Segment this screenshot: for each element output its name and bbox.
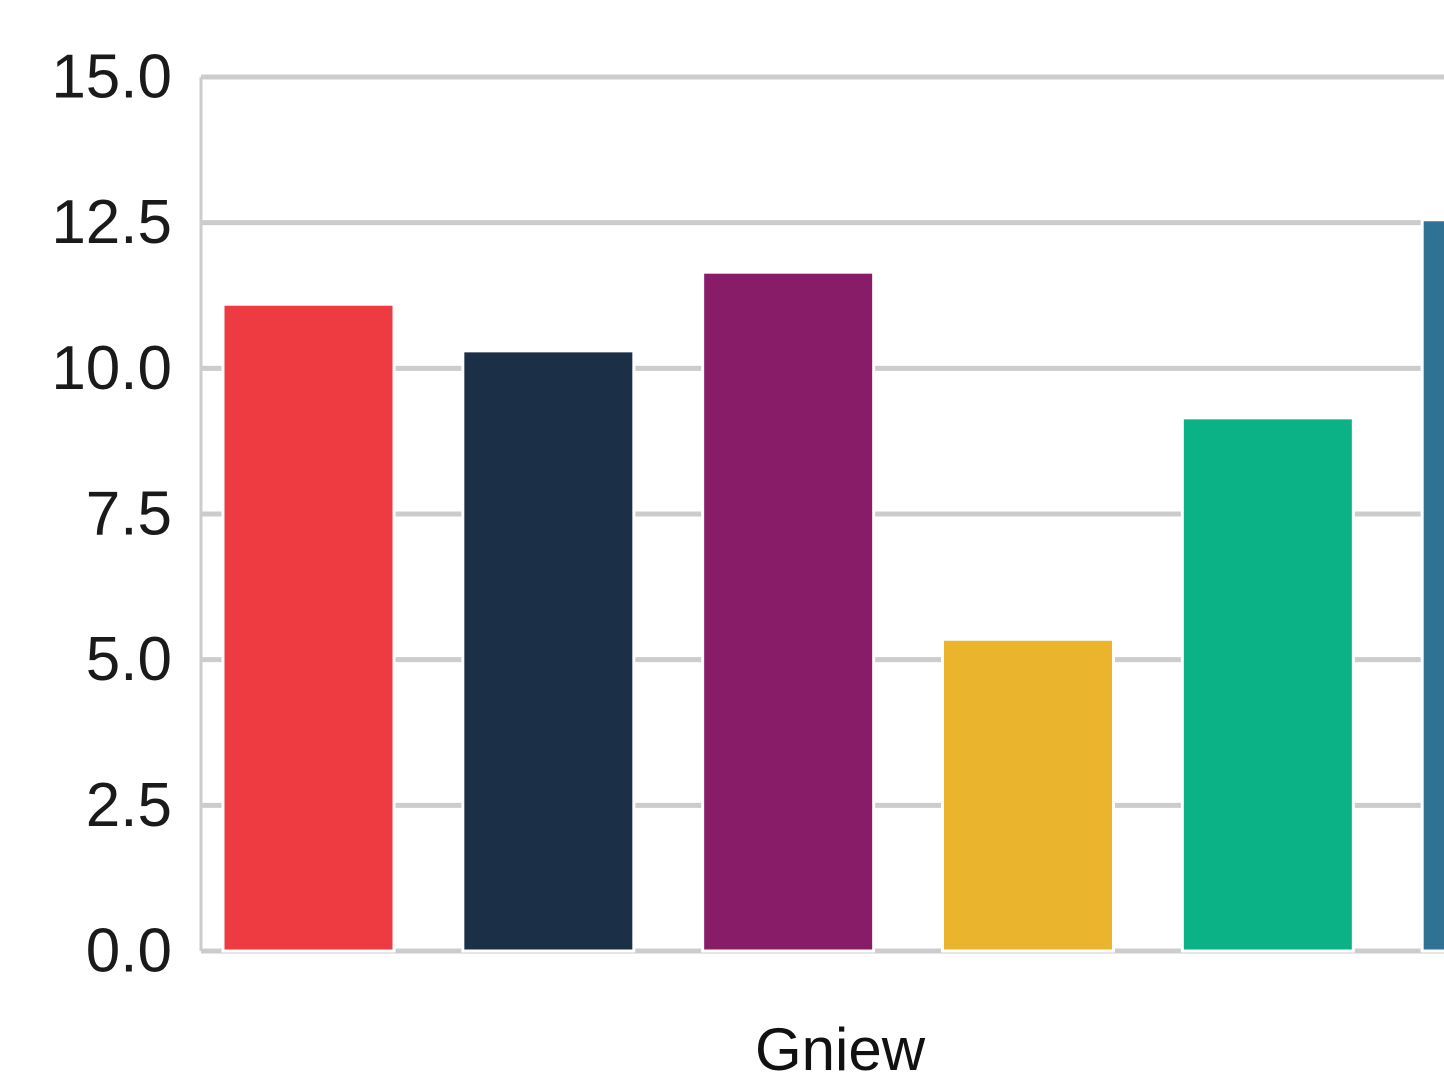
bar-4 bbox=[1180, 416, 1355, 953]
y-tick-label: 2.5 bbox=[86, 771, 172, 840]
y-tick-labels: 0.0 2.5 5.0 7.5 10.0 12.5 15.0 bbox=[51, 43, 172, 986]
y-tick-label: 5.0 bbox=[86, 625, 172, 694]
y-tick-label: 0.0 bbox=[86, 917, 172, 986]
x-tick-labels: Gniew bbox=[755, 1016, 926, 1078]
y-tick-label: 7.5 bbox=[86, 480, 172, 549]
bars bbox=[221, 218, 1444, 953]
bar-1 bbox=[461, 349, 636, 953]
bar-2 bbox=[701, 270, 876, 953]
bar-3 bbox=[941, 637, 1115, 953]
bar-0 bbox=[221, 302, 396, 953]
y-tick-label: 10.0 bbox=[51, 334, 172, 403]
y-tick-label: 12.5 bbox=[51, 188, 172, 257]
y-tick-label: 15.0 bbox=[51, 43, 172, 112]
x-tick-label: Gniew bbox=[755, 1016, 926, 1078]
bar-5 bbox=[1420, 218, 1444, 953]
